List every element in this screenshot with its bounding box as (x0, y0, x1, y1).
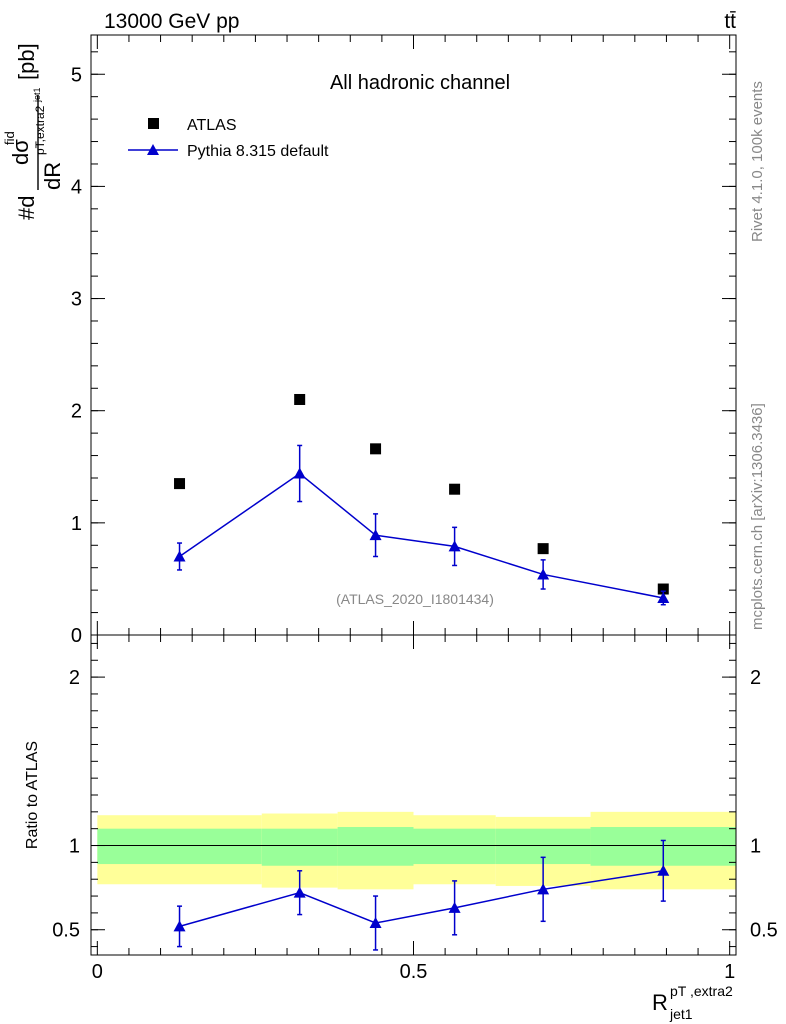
main-y-tick-label: 3 (71, 289, 82, 311)
ylabel-denominator-subsub: jet1 (32, 87, 42, 103)
ratio-band-inner (413, 828, 496, 865)
main-title: All hadronic channel (330, 72, 510, 94)
legend: ATLAS Pythia 8.315 default (128, 117, 329, 160)
ratio-x-tick-label: 0.5 (400, 961, 428, 983)
main-y-tick-label: 5 (71, 64, 82, 86)
ratio-bands (97, 811, 736, 890)
ratio-pythia-point (448, 901, 461, 913)
ratio-y-tick-label-right: 2 (750, 667, 761, 689)
ratio-pythia-point (537, 883, 550, 895)
main-panel: 0 1 2 3 4 5 All hadronic channel (ATLAS_2020_… (2, 34, 737, 647)
rivet-label: Rivet 4.1.0, 100k events (749, 81, 766, 242)
energy-label: 13000 GeV pp (104, 10, 239, 33)
ratio-ticks: 0 0.5 1 0.5 0.5 1 1 2 2 (52, 635, 778, 983)
ylabel-unit: [pb] (14, 43, 39, 80)
pythia-point (657, 591, 670, 603)
ratio-pythia-point (369, 917, 382, 928)
legend-pythia-label: Pythia 8.315 default (187, 143, 329, 160)
ratio-frame (90, 634, 737, 956)
xlabel-sub: jet1 (669, 1006, 693, 1022)
ratio-y-tick-label: 1 (69, 836, 80, 858)
xlabel-base: R (652, 990, 668, 1015)
ratio-band-inner (97, 828, 262, 865)
legend-pythia-marker (147, 144, 159, 155)
ylabel-denominator-sub: pT,extra2 (33, 105, 47, 155)
atlas-point (174, 478, 186, 490)
ylabel-numerator-sup: fid (2, 131, 17, 145)
atlas-point (370, 443, 382, 455)
xlabel-sup: pT ,extra2 (670, 983, 733, 999)
main-y-tick-label: 1 (71, 513, 82, 535)
ratio-xlabel: R pT ,extra2 jet1 (652, 983, 733, 1022)
ylabel-denominator: dR (40, 162, 65, 190)
atlas-point (537, 543, 549, 555)
pythia-point (293, 467, 306, 479)
legend-atlas-label: ATLAS (187, 117, 237, 134)
mcplots-label: mcplots.cern.ch [arXiv:1306.3436] (749, 403, 766, 630)
atlas-point (449, 483, 461, 495)
pythia-point (537, 568, 550, 580)
ratio-y-tick-label-right: 0.5 (750, 920, 778, 942)
ratio-pythia-point (293, 886, 306, 898)
main-ylabel: #d dσ fid dR pT,extra2 jet1 [pb] (2, 43, 65, 220)
ratio-x-tick-label: 0 (92, 961, 103, 983)
pythia-point (369, 529, 382, 541)
ylabel-prefix: #d (14, 196, 39, 220)
main-y-tick-label: 0 (71, 625, 82, 647)
ratio-x-tick-label: 1 (724, 961, 735, 983)
ratio-band-inner (261, 828, 338, 866)
legend-atlas-marker (148, 118, 159, 129)
main-y-tick-label: 4 (71, 176, 82, 198)
pythia-point (448, 540, 461, 552)
ratio-y-tick-label: 0.5 (52, 920, 80, 942)
ratio-panel: 0 0.5 1 0.5 0.5 1 1 2 2 Ratio to ATLAS R pT ,ext… (24, 634, 778, 1022)
watermark: (ATLAS_2020_I1801434) (336, 591, 494, 607)
process-label: tt̄ (724, 10, 736, 33)
main-marks (173, 393, 670, 606)
pythia-point (173, 550, 186, 562)
pythia-line (179, 472, 664, 599)
ylabel-numerator: dσ (8, 139, 33, 165)
ratio-ylabel: Ratio to ATLAS (24, 741, 41, 849)
ratio-pythia-point (657, 864, 670, 876)
ratio-pythia-point (173, 920, 186, 932)
ratio-band-inner (337, 827, 414, 866)
ratio-marks (173, 839, 670, 951)
ratio-y-tick-label: 2 (69, 667, 80, 689)
atlas-point (294, 393, 306, 405)
main-y-tick-label: 2 (71, 401, 82, 423)
ratio-pythia-line (179, 870, 664, 928)
atlas-point (657, 583, 669, 595)
ratio-y-tick-label-right: 1 (750, 836, 761, 858)
main-ticks: 0 1 2 3 4 5 (71, 35, 736, 647)
